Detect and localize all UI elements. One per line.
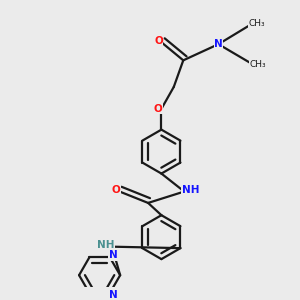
Text: O: O (154, 104, 162, 114)
Text: N: N (214, 39, 223, 49)
Text: O: O (154, 36, 163, 46)
Text: N: N (109, 290, 118, 300)
Text: CH₃: CH₃ (249, 19, 265, 28)
Text: NH: NH (97, 240, 114, 250)
Text: N: N (109, 250, 118, 260)
Text: O: O (112, 185, 121, 195)
Text: CH₃: CH₃ (250, 60, 266, 69)
Text: NH: NH (182, 185, 199, 195)
